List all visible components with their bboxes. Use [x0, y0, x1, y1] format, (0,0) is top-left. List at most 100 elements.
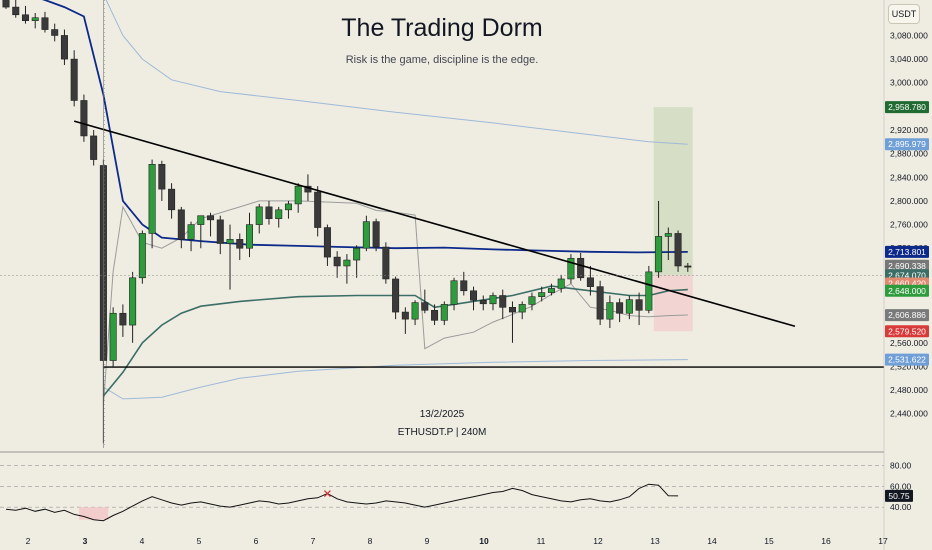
- candle-body: [70, 58, 78, 101]
- candle-body: [187, 224, 195, 240]
- candle-body: [392, 278, 400, 313]
- candle-body: [557, 278, 565, 289]
- price-tick-label: 3,040.000: [890, 54, 928, 64]
- candle-body: [129, 277, 137, 326]
- candle-body: [586, 277, 594, 287]
- candle-body: [382, 246, 390, 280]
- osc-tick-label: 60.00: [890, 481, 912, 491]
- time-tick-label: 14: [707, 536, 717, 546]
- candle-body: [353, 247, 361, 261]
- osc-value-label: 50.75: [888, 491, 910, 501]
- candle-body: [148, 164, 156, 234]
- descending-trendline: [73, 120, 796, 328]
- candle-body: [275, 209, 283, 219]
- price-tick-label: 2,480.000: [890, 385, 928, 395]
- candle-body: [362, 221, 370, 249]
- candle-body: [168, 188, 176, 211]
- candle-body: [664, 233, 672, 237]
- osc-tick-label: 80.00: [890, 460, 912, 470]
- time-tick-label: 9: [425, 536, 430, 546]
- price-label-box: [885, 138, 929, 151]
- time-tick-label: 15: [764, 536, 774, 546]
- candle-body: [333, 256, 341, 267]
- time-tick-label: 4: [140, 536, 145, 546]
- upper-band-line: [105, 0, 688, 145]
- candle-body: [674, 233, 682, 267]
- candle-body: [401, 311, 409, 320]
- price-axis: 3,080.000 3,040.000 3,000.000 2,920.000 2,88…: [883, 0, 929, 550]
- chart-title: The Trading Dorm: [341, 14, 543, 42]
- price-label-box: [885, 325, 929, 338]
- candle-body: [518, 304, 526, 313]
- teal-band-line: [102, 285, 688, 397]
- price-tick-label: 3,000.000: [890, 78, 928, 88]
- osc-tick-label: 40.00: [890, 502, 912, 512]
- price-label-text: 2,579.520: [888, 326, 926, 336]
- candle-body: [460, 280, 468, 292]
- candle-body: [12, 6, 20, 16]
- candle-body: [119, 312, 127, 326]
- price-label-text: 2,660.420: [888, 278, 926, 288]
- price-label-box: [885, 101, 929, 114]
- price-label-box: [885, 309, 929, 322]
- candle-body: [343, 259, 351, 267]
- oscillator-pane: [0, 465, 884, 522]
- candle-body: [421, 302, 429, 311]
- candle-body: [31, 17, 39, 21]
- candle-body: [226, 239, 234, 244]
- signal-cross-marker: [323, 490, 331, 498]
- time-tick-label: 7: [311, 536, 316, 546]
- price-label-text: 2,895.979: [888, 139, 926, 149]
- price-tick-label: 2,840.000: [890, 172, 928, 182]
- price-label-text: 2,690.338: [888, 261, 926, 271]
- price-label-text: 2,606.886: [888, 310, 926, 320]
- candle-body: [177, 209, 185, 240]
- candle-body: [470, 290, 478, 301]
- candle-body: [508, 307, 516, 313]
- candle-body: [51, 29, 59, 36]
- candle-body: [440, 304, 448, 321]
- price-tick-label: 2,520.000: [890, 361, 928, 371]
- candle-body: [265, 206, 273, 219]
- price-tick-label: 2,760.000: [890, 220, 928, 230]
- candle-body: [567, 257, 575, 280]
- time-tick-label: 3: [83, 536, 88, 546]
- position-zones: [653, 107, 693, 332]
- candle-body: [411, 302, 419, 320]
- price-label-text: 2,648.000: [888, 286, 926, 296]
- candle-body: [625, 299, 633, 314]
- candle-body: [684, 265, 692, 268]
- candle-body: [479, 299, 487, 305]
- candle-body: [499, 295, 507, 308]
- time-tick-label: 8: [368, 536, 373, 546]
- currency-button[interactable]: USDT: [888, 4, 920, 24]
- time-tick-label: 10: [479, 536, 489, 546]
- candle-body: [596, 286, 604, 320]
- price-label-box: [885, 284, 929, 297]
- price-label-text: 2,531.622: [888, 355, 926, 365]
- symbol-label: ETHUSDT.P | 240M: [397, 427, 487, 438]
- candle-body: [109, 312, 117, 361]
- price-tick-label: 2,800.000: [890, 196, 928, 206]
- price-tick-label: 3,080.000: [890, 30, 928, 40]
- candle-body: [489, 295, 497, 305]
- price-tick-label: 2,880.000: [890, 149, 928, 159]
- oscillator-line: [5, 483, 679, 522]
- price-tick-label: 2,440.000: [890, 409, 928, 419]
- candle-body: [538, 292, 546, 297]
- price-label-text: 2,958.780: [888, 102, 926, 112]
- candle-body: [606, 302, 614, 320]
- stop-zone: [653, 275, 693, 332]
- date-label: 13/2/2025: [419, 409, 465, 420]
- candle-body: [323, 227, 331, 258]
- candle-body: [138, 233, 146, 279]
- candle-body: [207, 215, 215, 221]
- candle-body: [314, 191, 322, 228]
- price-label-box: [885, 245, 929, 258]
- candle-body: [158, 164, 166, 190]
- lower-band-line: [103, 359, 688, 400]
- candle-body: [635, 299, 643, 311]
